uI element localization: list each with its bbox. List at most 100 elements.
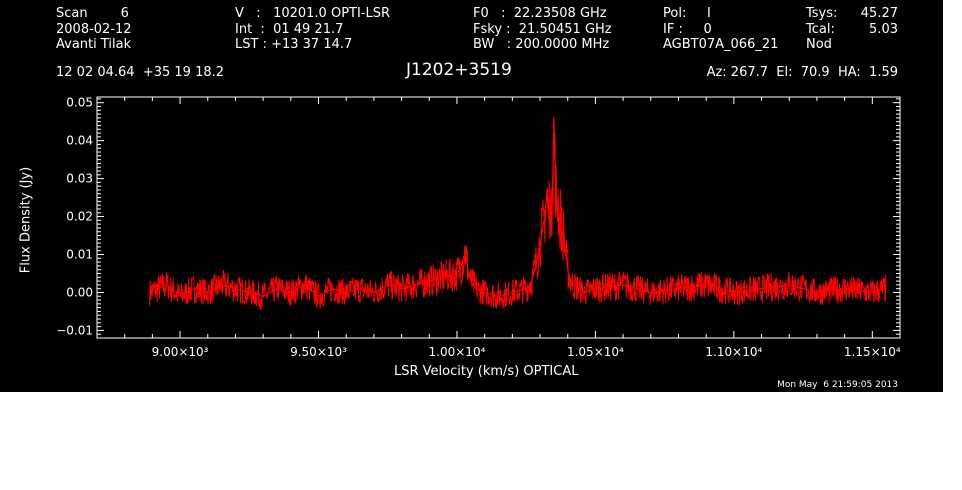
observer-label: Avanti Tilak <box>56 37 132 52</box>
spectrum-data-point <box>467 268 469 271</box>
y-tick-label: 0.02 <box>66 210 93 224</box>
spectrum-data-point <box>536 257 539 260</box>
spectrum-data-point <box>400 287 403 290</box>
spectrum-data-point <box>594 287 597 290</box>
nod-label: Nod <box>806 37 832 52</box>
spectrum-data-point <box>548 200 551 203</box>
spectrum-data-point <box>461 261 464 263</box>
spectrum-data-point <box>677 287 680 290</box>
spectrum-data-point <box>555 208 558 210</box>
spectrum-data-point <box>558 223 561 225</box>
tcal-label: Tcal: <box>806 22 835 37</box>
spectrum-data-point <box>456 272 458 275</box>
spectrum-data-point <box>760 287 763 290</box>
spectrum-data-point <box>234 287 237 290</box>
spectrum-data-point <box>497 295 500 298</box>
y-tick-label: 0.05 <box>66 96 93 110</box>
spectrum-data-point <box>475 287 478 290</box>
spectrum-data-point <box>193 287 195 290</box>
spectrum-data-point <box>578 287 580 290</box>
spectrum-data-point <box>871 291 874 294</box>
spectrum-data-point <box>276 287 278 290</box>
spectrum-data-point <box>546 192 548 195</box>
spectrum-data-point <box>470 280 472 282</box>
spectrum-data-point <box>562 230 565 233</box>
spectrum-data-point <box>553 124 555 127</box>
spectrum-noise-trace <box>149 116 887 311</box>
project-label: AGBT07A_066_21 <box>663 37 779 52</box>
if-label: IF : 0 <box>663 22 712 37</box>
spectrum-data-point <box>561 238 563 241</box>
spectrum-data-point <box>583 291 586 294</box>
spectrum-chart: 9.00×10³ 9.50×10³ 1.00×10⁴ 1.05×10⁴ 1.10×10⁴… <box>56 96 901 359</box>
spectrum-data-point <box>525 287 527 290</box>
spectrum-data-point <box>649 291 652 294</box>
tcal-value: 5.03 <box>869 22 898 37</box>
x-tick-label: 1.10×10⁴ <box>705 345 762 359</box>
spectrum-data-point <box>483 291 486 294</box>
tsys-value: 45.27 <box>860 6 898 21</box>
spectrum-data-point <box>472 284 475 286</box>
spectrum-data-point <box>564 246 566 248</box>
lst-label: LST : +13 37 14.7 <box>235 37 353 52</box>
spectrum-data-point <box>705 284 707 286</box>
spectrum-data-point <box>442 276 444 279</box>
x-tick-label: 1.00×10⁴ <box>429 345 486 359</box>
x-axis-label: LSR Velocity (km/s) OPTICAL <box>394 364 579 379</box>
spectrum-data-point <box>733 291 735 294</box>
azel-label: Az: 267.7 El: 70.9 HA: 1.59 <box>706 65 898 80</box>
spectrum-data-point <box>386 284 389 286</box>
bandwidth-label: BW : 200.0000 MHz <box>473 37 610 52</box>
spectrum-data-point <box>554 174 557 176</box>
spectrum-data-point <box>464 249 467 252</box>
integration-label: Int : 01 49 21.7 <box>235 22 344 37</box>
spectrum-data-point <box>539 242 541 244</box>
spectrum-data-point <box>816 291 818 294</box>
spectrum-data-point <box>428 280 431 282</box>
spectrum-data-point <box>560 215 562 218</box>
spectrum-data-point <box>373 291 375 294</box>
y-tick-label: 0.01 <box>66 248 93 262</box>
y-tick-label: 0.00 <box>66 285 93 299</box>
y-tick-label: −0.01 <box>56 323 93 337</box>
spectrum-data-point <box>572 284 575 286</box>
spectrum-data-point <box>843 287 846 290</box>
spectrum-data-point <box>206 291 209 294</box>
spectrum-data-point <box>565 257 568 260</box>
fsky-label: Fsky : 21.50451 GHz <box>473 22 612 37</box>
spectrum-data-point <box>533 268 536 271</box>
plot-panel: Scan 6 2008-02-12 Avanti Tilak V : 10201… <box>0 0 943 392</box>
x-tick-label: 9.50×10³ <box>290 345 347 359</box>
spectrum-data-point <box>359 287 361 290</box>
spectrum-data-point <box>262 295 264 298</box>
spectrum-data-point <box>530 280 533 282</box>
spectrum-data-point <box>414 284 417 286</box>
spectrum-data-point <box>550 219 552 222</box>
spectrum-data-point <box>345 291 348 294</box>
x-tick-label: 1.15×10⁴ <box>844 345 901 359</box>
y-tick-label: 0.03 <box>66 172 93 186</box>
spectrum-data-point <box>551 185 554 187</box>
coordinates-label: 12 02 04.64 +35 19 18.2 <box>56 65 225 80</box>
spectrum-data-point <box>248 291 251 294</box>
spectrum-data-point <box>885 287 887 290</box>
spectrum-data-point <box>622 284 624 286</box>
spectrum-data-point <box>220 284 223 286</box>
spectrum-data-point <box>788 284 791 286</box>
spectrum-data-point <box>544 208 547 210</box>
spectrum-data-point <box>317 295 320 298</box>
spectrum-data-point <box>511 291 514 294</box>
tsys-label: Tsys: <box>806 6 838 21</box>
x-tick-label: 9.00×10³ <box>152 345 209 359</box>
plot-frame <box>96 96 901 339</box>
spectrum-data-point <box>331 287 334 290</box>
velocity-label: V : 10201.0 OPTI-LSR <box>235 6 391 21</box>
source-name: J1202+3519 <box>406 60 512 80</box>
spectrum-data-point <box>290 291 292 294</box>
date-label: 2008-02-12 <box>56 22 132 37</box>
spectrum-data-point <box>148 291 151 294</box>
spectrum-data-point <box>165 284 168 286</box>
scan-label: Scan 6 <box>56 6 129 21</box>
spectrum-data-point <box>542 227 544 229</box>
spectrum-data-point <box>547 211 550 214</box>
